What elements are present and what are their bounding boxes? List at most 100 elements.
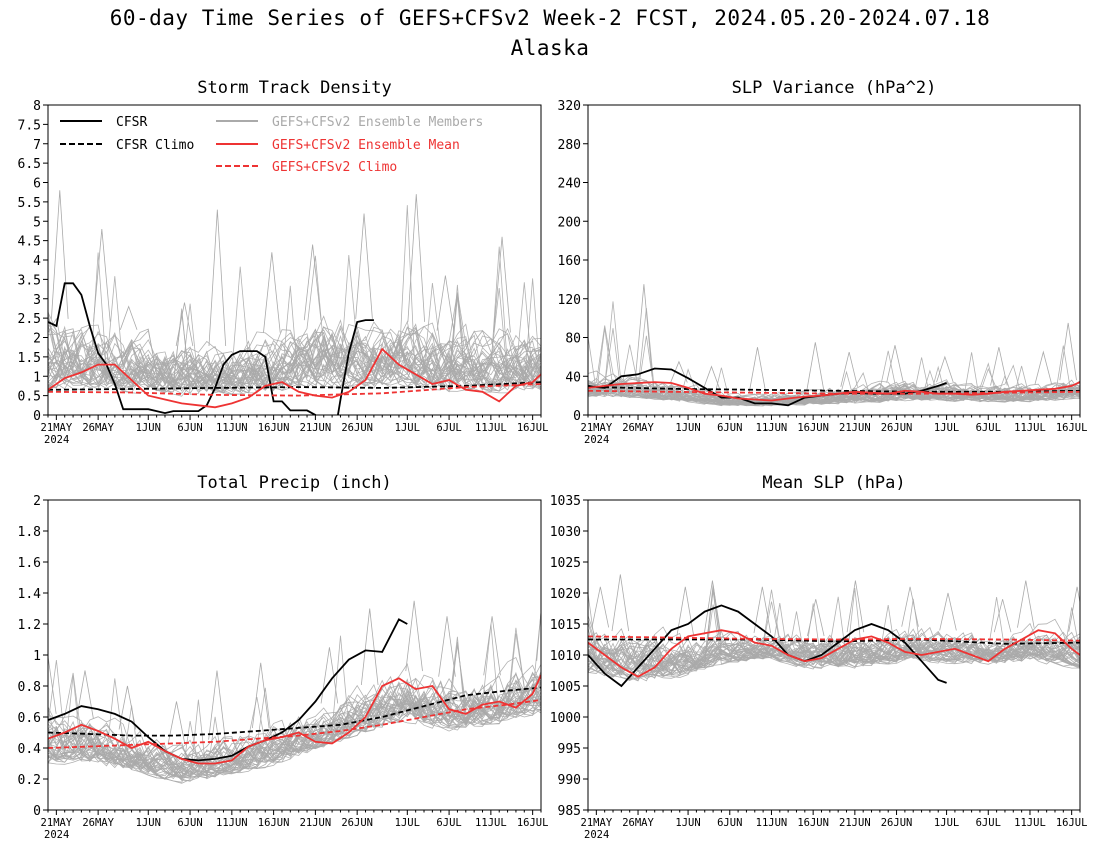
x-tick-label: 16JUL <box>517 422 549 434</box>
series-line-gefs-cfsv2-ensemble-mean <box>48 674 541 765</box>
x-tick-label: 1JUN <box>136 817 161 829</box>
x-tick-label: 6JUL <box>436 422 461 434</box>
figure-title: 60-day Time Series of GEFS+CFSv2 Week-2 … <box>109 6 991 30</box>
x-tick-label: 11JUN <box>756 817 788 829</box>
ensemble-member-line <box>48 266 541 388</box>
ensemble-member-line <box>48 682 541 777</box>
x-tick-label: 6JUL <box>976 422 1001 434</box>
plot-area <box>48 600 541 784</box>
x-tick-label: 21JUN <box>300 817 332 829</box>
ensemble-member-line <box>48 645 541 778</box>
ensemble-member-peak <box>990 347 1008 386</box>
x-tick-label: 16JUN <box>797 422 829 434</box>
y-tick-label: 2 <box>33 494 41 509</box>
legend-label: GEFS+CFSv2 Ensemble Mean <box>272 138 460 153</box>
x-tick-label: 26MAY <box>622 422 654 434</box>
y-tick-label: 1.6 <box>18 556 41 571</box>
ensemble-member-peak <box>208 670 226 740</box>
x-tick-label: 26JUN <box>341 422 373 434</box>
legend-label: CFSR Climo <box>116 138 194 153</box>
y-tick-label: 2 <box>33 332 41 347</box>
x-tick-label: 11JUN <box>216 422 248 434</box>
y-tick-label: 120 <box>558 293 581 308</box>
ensemble-member-peak <box>493 236 511 333</box>
legend: CFSR CFSR Climo GEFS+CFSv2 Ensemble Member… <box>60 115 483 175</box>
plot-area <box>588 574 1080 688</box>
y-tick-label: 1.4 <box>18 587 42 602</box>
x-tick-label: 21MAY <box>581 817 613 829</box>
y-tick-label: 0 <box>573 409 581 424</box>
plot-frame <box>47 499 542 811</box>
x-tick-label: 26MAY <box>82 817 114 829</box>
ensemble-member-peak <box>119 305 138 330</box>
ensemble-member-peak <box>936 355 954 383</box>
x-tick-label: 6JUN <box>177 817 202 829</box>
ensemble-member-line <box>48 329 541 396</box>
ensemble-member-line <box>588 601 1080 674</box>
x-tick-label: 11JUN <box>216 817 248 829</box>
ensemble-member-peak <box>48 654 57 714</box>
x-year-label: 2024 <box>584 434 609 446</box>
ensemble-member-peak <box>753 586 772 633</box>
ensemble-member-peak <box>1017 580 1035 628</box>
x-tick-label: 16JUL <box>1056 422 1088 434</box>
ensemble-member-peak <box>303 244 322 321</box>
x-tick-label: 26MAY <box>622 817 654 829</box>
series-line-cfsr <box>588 604 947 688</box>
ensemble-member-peak <box>670 360 688 383</box>
ensemble-member-peak <box>748 347 767 393</box>
y-tick-label: 5.5 <box>18 196 41 211</box>
x-year-label: 2024 <box>44 434 69 446</box>
y-tick-label: 1 <box>33 649 41 664</box>
x-tick-label: 11JUL <box>475 422 507 434</box>
ensemble-member-line <box>588 638 1080 673</box>
series-line-gefs-cfsv2-climo <box>588 389 1080 395</box>
legend-label: GEFS+CFSv2 Climo <box>272 160 397 175</box>
ensemble-member-line <box>588 344 1080 404</box>
y-tick-label: 0.6 <box>18 711 41 726</box>
x-tick-label: 11JUL <box>1014 817 1046 829</box>
series-line-cfsr <box>48 618 408 762</box>
ensemble-member-line <box>48 328 541 394</box>
y-tick-label: 1020 <box>550 587 581 602</box>
series-line-cfsr <box>48 282 374 415</box>
panel-title: Mean SLP (hPa) <box>762 473 905 493</box>
panel-title: SLP Variance (hPa^2) <box>732 78 937 98</box>
y-tick-label: 6 <box>33 177 41 192</box>
y-tick-label: 1 <box>33 370 41 385</box>
ensemble-member-peak <box>51 190 69 319</box>
y-tick-label: 4.5 <box>18 235 41 250</box>
series-line-gefs-cfsv2-climo <box>48 383 541 397</box>
ensemble-member-peak <box>436 275 455 331</box>
ensemble-member-line <box>588 619 1080 670</box>
x-tick-label: 6JUN <box>717 422 742 434</box>
ensemble-member-peak <box>438 616 456 677</box>
y-tick-label: 200 <box>558 215 581 230</box>
ensemble-member-peak <box>703 580 722 635</box>
ensemble-member-peak <box>993 599 1012 633</box>
x-tick-label: 16JUN <box>797 817 829 829</box>
ensemble-member-line <box>48 680 541 777</box>
ensemble-member-peak <box>355 213 373 319</box>
y-tick-label: 1010 <box>550 649 581 664</box>
series-line-gefs-cfsv2-climo <box>588 635 1080 642</box>
ensemble-member-peak <box>360 608 379 686</box>
y-tick-label: 985 <box>558 804 581 819</box>
x-tick-label: 11JUL <box>1014 422 1046 434</box>
x-tick-label: 1JUL <box>395 817 420 829</box>
ensemble-member-line <box>588 611 1080 678</box>
y-tick-label: 1030 <box>550 525 581 540</box>
x-tick-label: 16JUN <box>258 817 290 829</box>
y-tick-label: 6.5 <box>18 157 41 172</box>
y-tick-label: 3.5 <box>18 273 41 288</box>
y-tick-label: 7 <box>33 138 41 153</box>
ensemble-member-line <box>48 255 541 391</box>
series-line-gefs-cfsv2-ensemble-mean <box>588 629 1080 678</box>
x-tick-label: 16JUN <box>258 422 290 434</box>
ensemble-member-peak <box>591 586 610 628</box>
y-tick-label: 240 <box>558 177 581 192</box>
y-tick-label: 1005 <box>550 680 581 695</box>
x-tick-label: 1JUL <box>934 422 959 434</box>
y-tick-label: 1.5 <box>18 351 41 366</box>
